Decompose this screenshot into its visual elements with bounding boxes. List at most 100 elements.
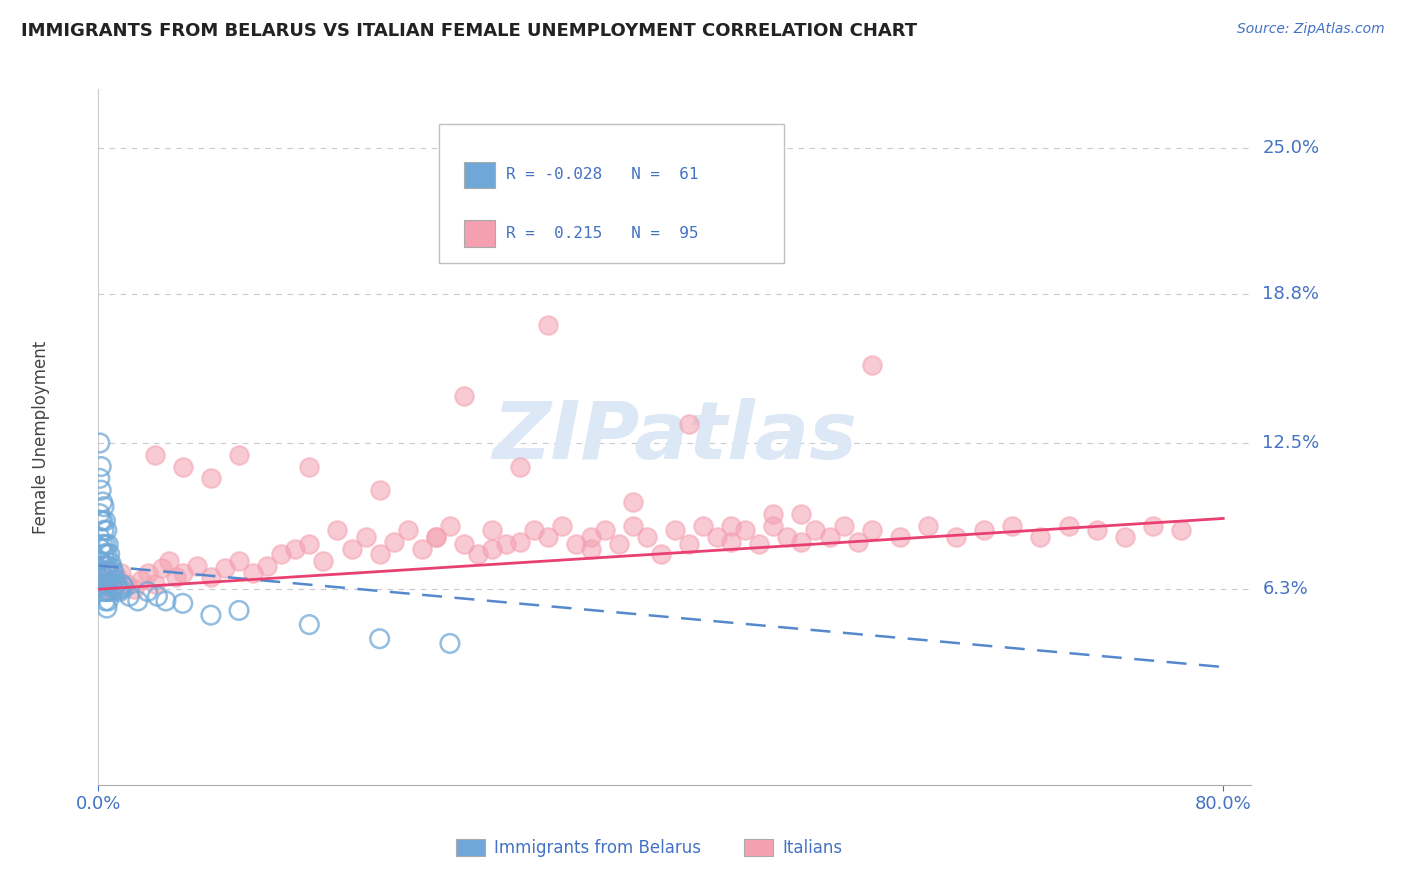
Point — [593, 523, 616, 537]
Point — [284, 542, 307, 557]
Point — [495, 537, 517, 551]
Point — [945, 530, 967, 544]
Point — [118, 589, 141, 603]
Point — [846, 535, 869, 549]
Point — [97, 577, 120, 591]
Point — [146, 589, 169, 603]
Point — [89, 436, 111, 450]
Point — [860, 358, 883, 372]
Point — [186, 558, 208, 573]
Point — [101, 582, 124, 597]
Point — [93, 570, 115, 584]
Point — [917, 518, 939, 533]
Point — [91, 495, 114, 509]
Point — [453, 389, 475, 403]
Text: 25.0%: 25.0% — [1263, 139, 1320, 157]
Point — [453, 537, 475, 551]
Point — [96, 523, 118, 537]
Point — [172, 459, 194, 474]
Point — [298, 459, 321, 474]
Point — [228, 448, 250, 462]
Point — [94, 594, 117, 608]
Point — [326, 523, 349, 537]
Point — [91, 537, 114, 551]
Point — [89, 530, 111, 544]
Point — [1085, 523, 1108, 537]
Point — [607, 537, 630, 551]
Point — [579, 542, 602, 557]
Bar — [464, 161, 495, 188]
Point — [93, 523, 115, 537]
Point — [165, 570, 187, 584]
Point — [98, 584, 121, 599]
Point — [127, 594, 149, 608]
Point — [621, 495, 644, 509]
Point — [110, 582, 132, 597]
Point — [111, 577, 134, 591]
Point — [1170, 523, 1192, 537]
Point — [214, 561, 236, 575]
Point — [110, 566, 132, 580]
Point — [636, 530, 658, 544]
Point — [425, 530, 447, 544]
Point — [790, 507, 813, 521]
Point — [818, 530, 841, 544]
Point — [96, 582, 118, 597]
Point — [396, 523, 419, 537]
Point — [94, 577, 117, 591]
Point — [537, 318, 560, 332]
Point — [90, 566, 112, 580]
Point — [90, 483, 112, 497]
FancyBboxPatch shape — [439, 124, 785, 263]
Point — [228, 603, 250, 617]
Point — [96, 601, 118, 615]
Point — [93, 584, 115, 599]
Point — [439, 518, 461, 533]
Point — [143, 448, 166, 462]
Point — [748, 537, 770, 551]
Point — [790, 535, 813, 549]
Point — [411, 542, 433, 557]
Point — [89, 507, 111, 521]
Point — [89, 471, 111, 485]
Bar — [464, 220, 495, 247]
Point — [354, 530, 377, 544]
Point — [100, 556, 122, 570]
Point — [136, 566, 159, 580]
Point — [129, 573, 152, 587]
Point — [565, 537, 588, 551]
Point — [340, 542, 363, 557]
Point — [97, 537, 120, 551]
Text: R = -0.028   N =  61: R = -0.028 N = 61 — [506, 168, 699, 182]
Point — [481, 523, 503, 537]
Text: 18.8%: 18.8% — [1263, 285, 1319, 303]
Point — [762, 507, 785, 521]
Text: 12.5%: 12.5% — [1263, 434, 1320, 452]
Point — [734, 523, 756, 537]
Point — [91, 514, 114, 528]
Point — [91, 558, 114, 573]
Point — [98, 573, 121, 587]
Point — [1001, 518, 1024, 533]
Point — [115, 577, 138, 591]
Text: Immigrants from Belarus: Immigrants from Belarus — [494, 838, 700, 856]
Point — [650, 547, 672, 561]
Point — [228, 554, 250, 568]
Point — [96, 547, 118, 561]
Point — [439, 636, 461, 650]
Point — [664, 523, 686, 537]
Point — [90, 514, 112, 528]
Point — [298, 537, 321, 551]
Point — [1142, 518, 1164, 533]
Point — [312, 554, 335, 568]
Point — [90, 542, 112, 557]
Point — [368, 547, 391, 561]
Point — [155, 594, 177, 608]
Point — [105, 570, 128, 584]
Point — [200, 471, 222, 485]
Point — [108, 584, 131, 599]
Point — [368, 483, 391, 497]
Point — [860, 523, 883, 537]
Point — [90, 570, 112, 584]
Point — [97, 558, 120, 573]
